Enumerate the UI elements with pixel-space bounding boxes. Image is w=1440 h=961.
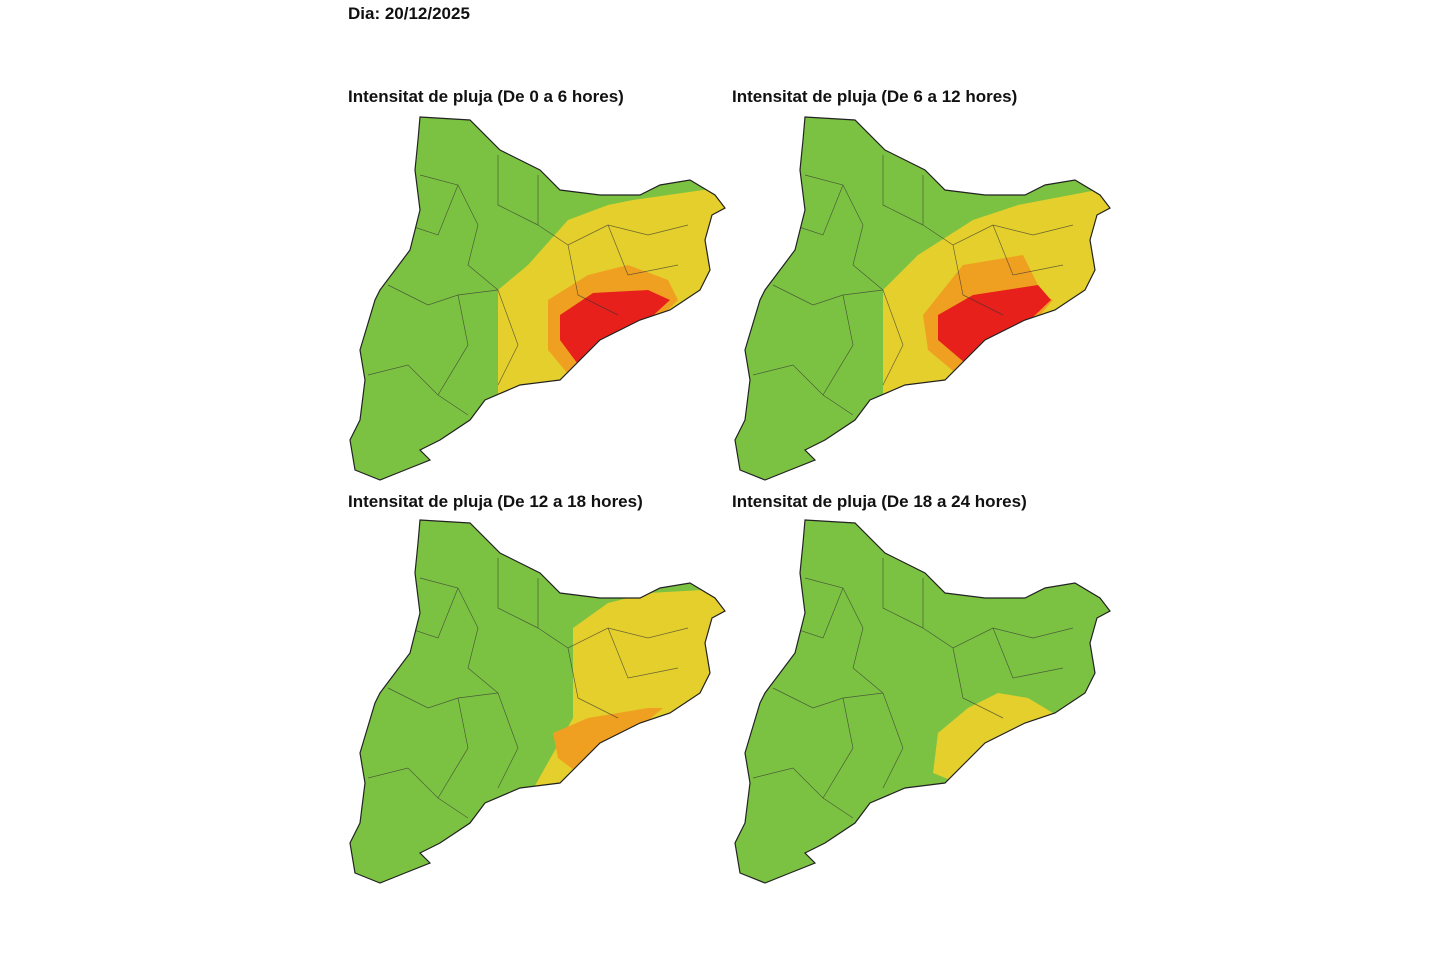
panel-title: Intensitat de pluja (De 6 a 12 hores) (732, 87, 1017, 106)
panel-title: Intensitat de pluja (De 18 a 24 hores) (732, 492, 1027, 511)
panel-title: Intensitat de pluja (De 0 a 6 hores) (348, 87, 624, 106)
map-panel (349, 519, 726, 884)
date-title: Dia: 20/12/2025 (348, 4, 470, 23)
panel-title: Intensitat de pluja (De 12 a 18 hores) (348, 492, 643, 511)
map-panel (734, 116, 1111, 481)
map-panel (349, 116, 726, 481)
map-panel (734, 519, 1111, 884)
